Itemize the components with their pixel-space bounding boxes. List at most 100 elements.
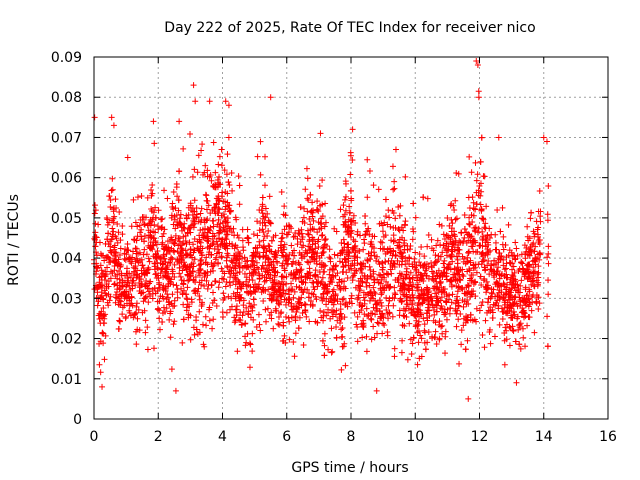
data-point (189, 211, 196, 218)
data-point (267, 94, 274, 101)
data-point (401, 221, 408, 228)
data-point (349, 277, 356, 284)
data-point (304, 175, 311, 182)
data-point (105, 283, 112, 290)
data-point (381, 321, 388, 328)
data-point (394, 242, 401, 249)
data-point (101, 273, 108, 280)
data-point (105, 302, 112, 309)
data-point (329, 313, 336, 320)
data-point (442, 328, 449, 335)
data-point (304, 286, 311, 293)
data-point (361, 236, 368, 243)
data-point (296, 231, 303, 238)
data-point (401, 237, 408, 244)
data-point (339, 325, 346, 332)
data-point (329, 348, 336, 355)
data-point (400, 291, 407, 298)
y-tick-label: 0.04 (51, 251, 82, 267)
data-point (254, 232, 261, 239)
data-point (134, 315, 141, 322)
data-point (502, 324, 509, 331)
data-point (436, 286, 443, 293)
data-point (191, 235, 198, 242)
data-point (434, 272, 441, 279)
data-point (263, 254, 270, 261)
data-point (428, 245, 435, 252)
data-point (245, 264, 252, 271)
data-point (283, 231, 290, 238)
data-point (98, 267, 105, 274)
data-point (318, 278, 325, 285)
data-point (97, 338, 104, 345)
data-point (307, 243, 314, 250)
data-point (448, 246, 455, 253)
data-point (298, 226, 305, 233)
data-point (233, 306, 240, 313)
data-point (389, 313, 396, 320)
data-point (396, 249, 403, 256)
data-point (400, 227, 407, 234)
data-point (295, 295, 302, 302)
data-point (158, 225, 165, 232)
data-point (525, 303, 532, 310)
data-point (170, 321, 177, 328)
data-point (92, 202, 99, 209)
data-point (184, 284, 191, 291)
data-point (297, 204, 304, 211)
data-point (236, 250, 243, 257)
data-point (159, 215, 166, 222)
data-point (134, 223, 141, 230)
data-point (531, 230, 538, 237)
data-point (183, 250, 190, 257)
data-point (212, 169, 219, 176)
data-point (326, 254, 333, 261)
data-point (238, 321, 245, 328)
data-point (113, 289, 120, 296)
data-point (504, 299, 511, 306)
data-point (199, 321, 206, 328)
data-point (254, 218, 261, 225)
data-point (478, 188, 485, 195)
data-point (133, 303, 140, 310)
data-point (180, 263, 187, 270)
data-point (187, 264, 194, 271)
data-point (373, 253, 380, 260)
data-point (432, 319, 439, 326)
data-point (451, 265, 458, 272)
data-point (505, 221, 512, 228)
data-point (289, 286, 296, 293)
data-point (324, 289, 331, 296)
data-point (510, 327, 517, 334)
data-point (391, 178, 398, 185)
data-point (477, 273, 484, 280)
data-point (273, 297, 280, 304)
data-point (252, 253, 259, 260)
data-point (214, 259, 221, 266)
data-point (338, 278, 345, 285)
data-point (545, 291, 552, 298)
data-point (409, 263, 416, 270)
data-point (455, 267, 462, 274)
data-point (136, 275, 143, 282)
data-point (240, 247, 247, 254)
data-point (320, 312, 327, 319)
data-point (315, 243, 322, 250)
data-point (370, 284, 377, 291)
data-point (239, 265, 246, 272)
data-point (508, 285, 515, 292)
data-point (108, 114, 115, 121)
data-point (513, 300, 520, 307)
data-point (479, 249, 486, 256)
data-point (319, 245, 326, 252)
data-point (354, 313, 361, 320)
data-point (301, 300, 308, 307)
data-point (478, 134, 485, 141)
data-point (524, 223, 531, 230)
data-point (129, 285, 136, 292)
data-point (349, 300, 356, 307)
data-point (509, 272, 516, 279)
data-point (288, 287, 295, 294)
data-point (350, 247, 357, 254)
data-point (160, 304, 167, 311)
